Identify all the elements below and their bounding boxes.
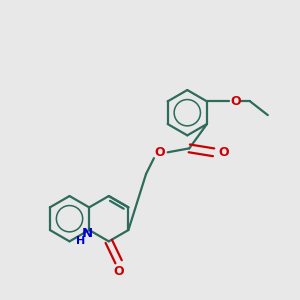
Text: O: O	[230, 95, 241, 108]
Text: O: O	[154, 146, 165, 159]
Text: H: H	[76, 236, 85, 246]
Text: O: O	[113, 265, 124, 278]
Text: O: O	[218, 146, 229, 159]
Text: N: N	[82, 227, 93, 240]
